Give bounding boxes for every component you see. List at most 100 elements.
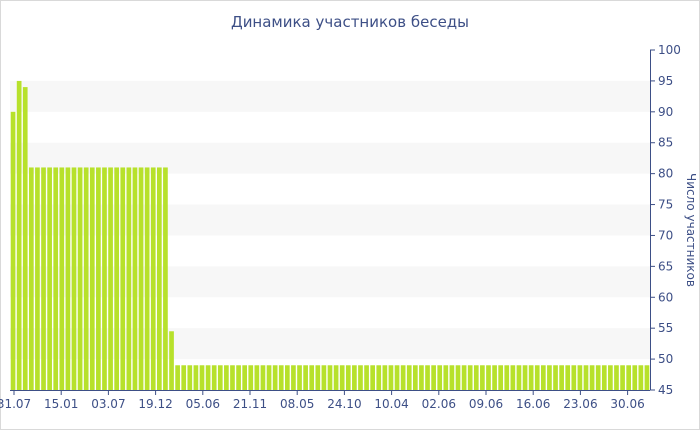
x-tick-label: 24.10 [327, 397, 361, 411]
bar [522, 365, 528, 390]
bar [449, 365, 455, 390]
x-tick-label: 10.04 [374, 397, 408, 411]
grid-band [10, 80, 650, 112]
bar [272, 365, 278, 390]
bar [461, 365, 467, 390]
bar [510, 365, 516, 390]
bar [547, 365, 552, 390]
bar [608, 365, 613, 390]
bar [260, 365, 266, 390]
y-tick-label: 45 [658, 383, 673, 397]
bar [71, 167, 77, 390]
x-tick-label: 15.01 [44, 397, 78, 411]
bar [297, 365, 302, 390]
bar [248, 365, 254, 390]
bar [126, 167, 132, 390]
bar [150, 167, 156, 390]
y-tick-label: 70 [658, 228, 673, 242]
bar [601, 365, 607, 390]
y-tick-label: 60 [658, 290, 673, 304]
bar [455, 365, 461, 390]
bar [41, 167, 46, 390]
x-tick-label: 05.06 [186, 397, 220, 411]
bar [339, 365, 345, 390]
bar [394, 365, 400, 390]
bar [236, 365, 241, 390]
bar [504, 365, 510, 390]
bar [571, 365, 577, 390]
x-tick-label: 02.06 [422, 397, 456, 411]
bar [315, 365, 321, 390]
x-tick-label: 16.06 [516, 397, 550, 411]
bar [89, 167, 95, 390]
x-tick-label: 23.06 [563, 397, 597, 411]
bar [321, 365, 327, 390]
bar [382, 365, 388, 390]
bar [96, 167, 101, 390]
bar [53, 167, 59, 390]
bar [120, 167, 126, 390]
bar [138, 167, 144, 390]
bar [364, 365, 369, 390]
bar [528, 365, 534, 390]
x-tick-label: 30.06 [610, 397, 644, 411]
bar [486, 365, 491, 390]
y-tick-label: 90 [658, 105, 673, 119]
bar [358, 365, 363, 390]
bar [565, 365, 571, 390]
bar [266, 365, 272, 390]
bar [144, 167, 150, 390]
x-tick-label: 31.07 [0, 397, 31, 411]
bar [406, 365, 412, 390]
bar [309, 365, 315, 390]
bar [589, 365, 595, 390]
bar [156, 167, 162, 390]
x-tick-label: 08.05 [280, 397, 314, 411]
bar [431, 365, 436, 390]
y-axis-label: Число участников [684, 173, 698, 287]
y-tick-label: 65 [658, 259, 673, 273]
bar [35, 167, 40, 390]
bar [211, 365, 217, 390]
y-tick-label: 50 [658, 352, 673, 366]
bar [114, 167, 120, 390]
chart-title: Динамика участников беседы [230, 13, 470, 31]
bar [83, 167, 89, 390]
bar [163, 167, 168, 390]
bar [376, 365, 382, 390]
x-tick-label: 19.12 [138, 397, 172, 411]
bar [559, 365, 564, 390]
bar [400, 365, 406, 390]
bar [419, 365, 424, 390]
bar [193, 365, 199, 390]
bar [632, 365, 638, 390]
bar [242, 365, 248, 390]
bar [291, 365, 296, 390]
bar [108, 167, 113, 390]
bar [175, 365, 180, 390]
bar [333, 365, 339, 390]
bar [480, 365, 485, 390]
y-tick-label: 85 [658, 136, 673, 150]
bar [467, 365, 473, 390]
bar [540, 365, 546, 390]
bar [28, 167, 34, 390]
x-tick-label: 21.11 [233, 397, 267, 411]
bar [577, 365, 583, 390]
bar [553, 365, 558, 390]
y-tick-label: 80 [658, 167, 673, 181]
bar [595, 365, 601, 390]
bar [626, 365, 632, 390]
bar [224, 365, 229, 390]
bar [370, 365, 376, 390]
bar [620, 365, 625, 390]
bar [352, 365, 357, 390]
bar [102, 167, 107, 390]
bar [181, 365, 187, 390]
bar [473, 365, 479, 390]
bar [199, 365, 205, 390]
bar [187, 365, 193, 390]
bar [59, 167, 65, 390]
bar [492, 365, 497, 390]
